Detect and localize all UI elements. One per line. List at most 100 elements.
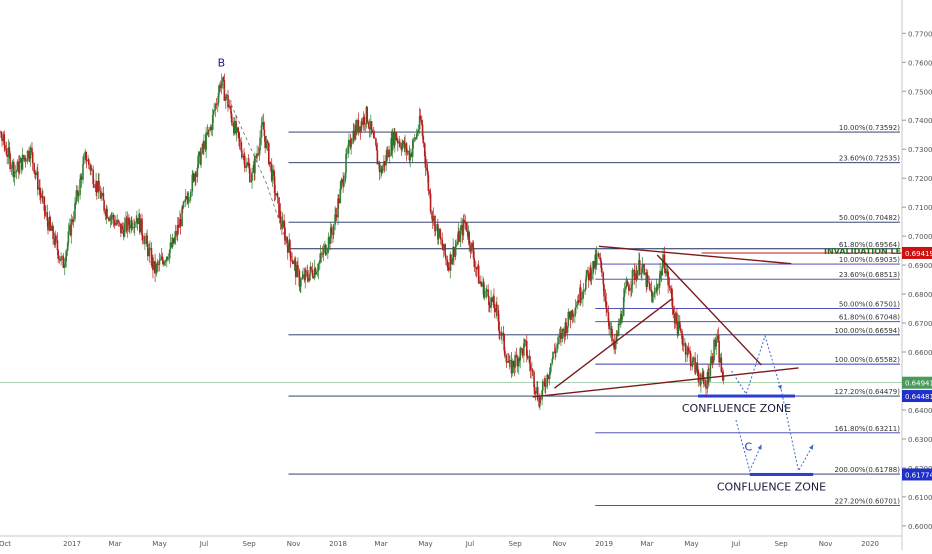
candle-body [570, 310, 573, 321]
candle-body [79, 179, 81, 195]
invalidation-tag: 0.69419 [905, 250, 932, 258]
candle-body [351, 140, 353, 144]
candle-body [237, 127, 239, 132]
candle-body [340, 179, 343, 184]
candle-body [31, 152, 34, 164]
candle-body [8, 147, 11, 154]
candle-body [116, 220, 119, 224]
candle-body [367, 122, 370, 128]
candle-body [372, 132, 375, 138]
candle-body [34, 173, 37, 176]
invalidation-tag-bg [902, 246, 932, 259]
candle-body [463, 219, 465, 224]
confluence-tag-bg [902, 390, 932, 403]
candle-body [611, 329, 613, 342]
candle-body [294, 261, 297, 278]
candle-body [524, 339, 527, 342]
candle-body [512, 360, 515, 368]
candle-body [54, 235, 57, 245]
candle-body [556, 344, 559, 348]
candle-body [297, 265, 299, 271]
candle-body [602, 272, 605, 285]
candle-body [526, 356, 529, 359]
candle-body [28, 150, 30, 159]
candle-body [347, 144, 350, 154]
candle-body [421, 124, 424, 137]
candle-body [13, 172, 16, 178]
candle-body [480, 281, 482, 285]
candle-body [210, 127, 213, 130]
candle-body [164, 261, 167, 263]
candle-body [429, 193, 432, 212]
candle-body [424, 156, 427, 168]
candle-body [582, 291, 585, 293]
candle-body [311, 269, 314, 277]
candle-body [225, 95, 228, 97]
candle-body [368, 127, 371, 130]
candle-body [549, 371, 551, 375]
wave-label: B [218, 57, 226, 70]
confluence-zone-band [749, 472, 814, 476]
candle-body [364, 123, 367, 125]
candle-body [269, 161, 272, 164]
candle-body [167, 258, 170, 260]
candle-body [407, 150, 409, 152]
candle-body [150, 248, 153, 266]
candle-body [12, 161, 15, 178]
candle-body [70, 219, 73, 236]
candle-body [633, 269, 635, 271]
candle-body [327, 248, 329, 253]
candle-body [708, 375, 710, 382]
candle-body [657, 287, 659, 289]
candle-body [103, 200, 105, 211]
candle-body [547, 374, 549, 380]
candle-body [439, 228, 441, 238]
candle-body [74, 201, 77, 204]
candle-body [44, 210, 46, 213]
candle-body [100, 195, 102, 199]
candle-body [472, 242, 474, 248]
candle-body [348, 139, 350, 145]
candle-body [582, 291, 584, 299]
candle-body [246, 162, 248, 167]
candle-body [381, 167, 384, 173]
candle-body [50, 225, 52, 231]
candle-body [169, 242, 172, 250]
candle-body [309, 266, 312, 274]
candle-body [528, 357, 531, 364]
candle-body [493, 307, 496, 313]
candle-body [625, 286, 627, 290]
fib2-level-label: 10.00%(0.69035) [839, 256, 900, 264]
candle-body [235, 120, 237, 134]
candle-body [247, 162, 250, 166]
candle-body [93, 184, 95, 187]
candle-body [33, 163, 35, 173]
candle-body [283, 220, 285, 227]
fib1-level-label: 23.60%(0.72535) [839, 155, 900, 163]
candle-body [560, 332, 562, 339]
candle-body [664, 268, 667, 274]
candle-body [456, 241, 459, 245]
candle-body [302, 274, 304, 278]
candle-body [24, 157, 27, 161]
candle-body [459, 230, 462, 242]
candle-body [64, 261, 67, 265]
candle-body [517, 358, 520, 367]
candle-body [201, 143, 204, 153]
candle-body [250, 180, 253, 182]
candle-body [633, 270, 636, 280]
candle-body [566, 325, 569, 333]
candle-body [666, 271, 669, 272]
candle-body [135, 221, 137, 223]
candle-body [299, 286, 301, 288]
candle-body [402, 140, 404, 145]
candle-body [565, 322, 567, 333]
candle-body [483, 291, 486, 298]
candle-body [223, 80, 226, 101]
